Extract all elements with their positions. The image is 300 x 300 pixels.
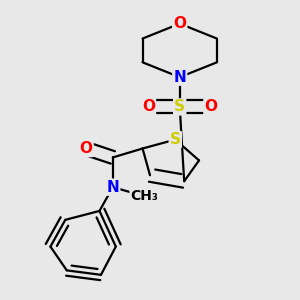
Text: S: S	[170, 132, 181, 147]
Text: O: O	[204, 99, 218, 114]
Text: N: N	[106, 180, 119, 195]
Text: N: N	[173, 70, 186, 85]
Text: CH₃: CH₃	[130, 189, 158, 203]
Text: O: O	[173, 16, 186, 31]
Text: O: O	[142, 99, 155, 114]
Text: S: S	[174, 99, 185, 114]
Text: O: O	[80, 141, 93, 156]
